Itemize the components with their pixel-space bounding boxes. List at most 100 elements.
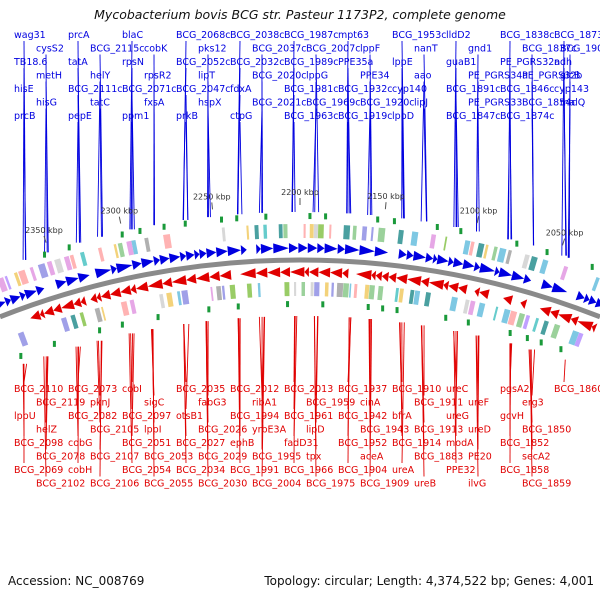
forward-gene-label: tatA: [68, 57, 88, 68]
reverse-gene-arrow: [100, 289, 112, 300]
reverse-category-block: [314, 282, 320, 297]
forward-gene-arrow: [23, 289, 37, 300]
reverse-gene-label: otsB1: [176, 411, 203, 422]
forward-category-block: [329, 224, 332, 239]
reverse-gene-label: BCG_1914: [392, 438, 441, 449]
reverse-misc-marker: [466, 319, 470, 326]
reverse-gene-label-leader-line: [99, 340, 102, 477]
forward-gene-label: fdxA: [230, 84, 252, 95]
forward-gene-label-leader-line: [75, 121, 79, 243]
forward-gene-arrow: [317, 243, 325, 254]
forward-category-block: [63, 255, 73, 271]
reverse-category-block: [100, 306, 107, 321]
reverse-category-block: [181, 289, 190, 305]
forward-gene-arrow: [288, 243, 299, 254]
reverse-category-block: [17, 331, 29, 347]
forward-gene-label: lppE: [392, 57, 413, 68]
reverse-misc-marker: [444, 314, 448, 321]
forward-gene-label: lipJ: [414, 98, 428, 109]
forward-category-block: [462, 240, 471, 255]
forward-category-block: [163, 233, 172, 249]
reverse-gene-label: BCG_1975: [306, 479, 355, 490]
reverse-category-block: [120, 301, 130, 317]
forward-gene-label: BCG_1873c: [554, 30, 600, 41]
reverse-gene-label: PE20: [468, 452, 492, 463]
forward-gene-label-leader-line: [44, 108, 47, 253]
backbone-ring: [0, 257, 600, 320]
forward-misc-marker: [376, 216, 380, 223]
reverse-gene-label: BCG_2097: [122, 411, 171, 422]
reverse-gene-label: bfrA: [392, 411, 412, 422]
forward-category-block: [343, 225, 351, 240]
forward-misc-marker: [264, 213, 268, 220]
forward-category-block: [278, 224, 283, 239]
forward-gene-label: BCG_2068c: [176, 30, 231, 41]
forward-gene-label: BCG_2071c: [122, 84, 177, 95]
reverse-gene-label: BCG_1858: [500, 465, 549, 476]
reverse-gene-label: BCG_1961: [284, 411, 333, 422]
forward-gene-label: BCG_2007c: [306, 44, 361, 55]
forward-gene-label-leader-line: [567, 108, 571, 258]
forward-gene-label: BCG_1847c: [446, 111, 501, 122]
forward-gene-arrow: [324, 243, 338, 254]
reverse-gene-arrow: [267, 267, 281, 278]
reverse-gene-label-leader-line: [475, 335, 479, 477]
forward-gene-label: prkB: [176, 111, 198, 122]
forward-gene-label: BCG_1874c: [500, 111, 555, 122]
reverse-gene-label: BCG_1937: [338, 384, 387, 395]
forward-gene-label-leader-line: [476, 81, 479, 232]
forward-gene-label-leader-line: [423, 108, 427, 222]
reverse-category-block: [176, 291, 182, 306]
reverse-gene-arrow: [356, 270, 372, 281]
forward-category-block: [521, 254, 530, 269]
reverse-gene-arrow: [342, 268, 349, 279]
reverse-gene-label-leader-line: [401, 322, 405, 464]
forward-category-block: [397, 229, 404, 245]
reverse-gene-label: BCG_2102: [36, 479, 85, 490]
reverse-gene-arrow: [90, 293, 98, 303]
reverse-gene-label: BCG_2069: [14, 465, 63, 476]
forward-gene-arrow: [540, 279, 553, 289]
forward-gene-arrow: [432, 253, 438, 264]
reverse-gene-arrow: [135, 281, 149, 292]
forward-gene-label: BCG_1981c: [284, 84, 339, 95]
forward-gene-arrow: [206, 248, 217, 259]
reverse-gene-label-leader-line: [315, 316, 319, 423]
forward-gene-label-leader-line: [261, 81, 264, 213]
reverse-gene-label: BCG_2029: [198, 452, 247, 463]
forward-category-block: [560, 265, 569, 281]
reverse-gene-arrow: [240, 268, 256, 279]
reverse-gene-arrow: [388, 272, 397, 283]
scale-tick: [118, 216, 122, 224]
reverse-gene-label-leader-line: [529, 349, 533, 477]
forward-gene-label: PPE35a: [338, 57, 373, 68]
reverse-gene-label: BCG_1910: [392, 384, 441, 395]
reverse-category-block: [246, 283, 253, 298]
forward-gene-label-leader-line: [207, 108, 211, 218]
scale-tick: [211, 202, 213, 210]
forward-gene-arrow: [462, 259, 475, 270]
reverse-category-block: [216, 285, 223, 301]
forward-gene-label-leader-line: [423, 54, 428, 222]
forward-gene-arrow: [374, 246, 389, 257]
reverse-gene-arrow: [289, 267, 305, 278]
forward-gene-label: BCG_2021c: [252, 98, 307, 109]
scale-tick: [384, 202, 387, 210]
forward-gene-label: glcB: [560, 71, 580, 82]
forward-gene-arrow: [594, 297, 600, 308]
reverse-category-block: [550, 323, 561, 339]
reverse-gene-label: cobG: [68, 438, 92, 449]
forward-gene-arrow: [337, 243, 346, 254]
forward-category-block: [254, 225, 260, 240]
scale-tick-label: 2150 kbp: [367, 192, 405, 201]
forward-category-block: [410, 231, 419, 247]
reverse-gene-label: BCG_2013: [284, 384, 333, 395]
reverse-gene-label-leader-line: [313, 316, 317, 477]
forward-gene-arrow: [65, 276, 79, 287]
reverse-misc-marker: [559, 346, 563, 353]
forward-gene-arrow: [587, 295, 597, 305]
forward-misc-marker: [392, 218, 396, 225]
genome-summary: Topology: circular; Length: 4,374,522 bp…: [264, 574, 594, 588]
forward-category-block: [54, 258, 64, 274]
